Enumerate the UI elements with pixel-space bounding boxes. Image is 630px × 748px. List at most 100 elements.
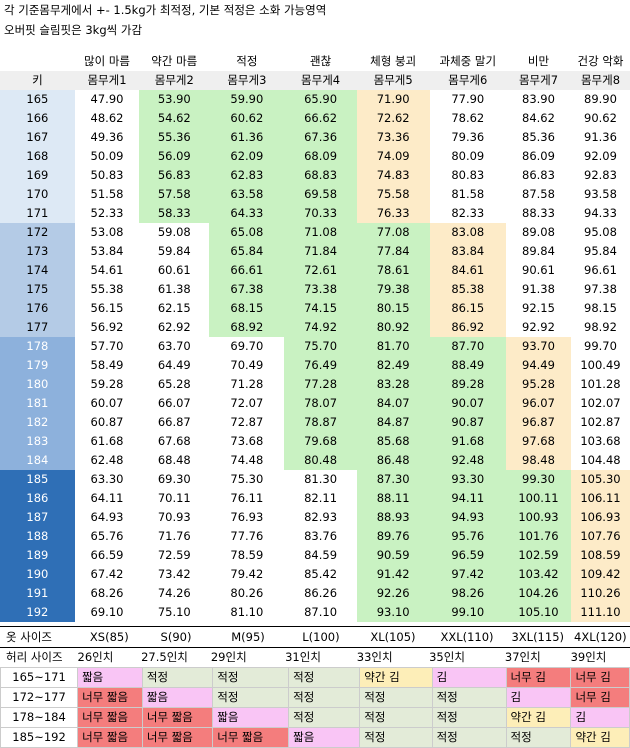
weight-header: 몸무게7 <box>505 71 571 90</box>
weight-cell: 65.76 <box>90 529 124 543</box>
weight-cell: 61.38 <box>157 282 191 296</box>
weight-cell: 73.42 <box>157 567 191 581</box>
weight-cell: 87.58 <box>522 187 555 201</box>
weight-cell: 68.83 <box>284 166 357 185</box>
weight-cell: 65.08 <box>209 223 285 242</box>
weight-cell: 103.68 <box>580 434 621 448</box>
weight-header: 몸무게8 <box>570 71 630 90</box>
table-row: 174 54.61 60.61 66.61 72.61 78.61 84.61 90.61 96… <box>0 261 630 280</box>
fit-cell: 김 <box>431 667 507 688</box>
weight-cell: 67.42 <box>90 567 124 581</box>
height-cell: 167 <box>0 128 75 147</box>
weight-cell: 73.38 <box>284 280 357 299</box>
weight-cell: 80.09 <box>451 149 485 163</box>
weight-cell: 68.92 <box>209 318 285 337</box>
weight-cell: 53.90 <box>139 90 210 109</box>
weight-cell: 55.38 <box>90 282 124 296</box>
fit-cell: 적정 <box>288 667 361 688</box>
weight-cell: 61.36 <box>209 128 285 147</box>
table-row: 181 60.07 66.07 72.07 78.07 84.07 90.07 96.07 10… <box>0 394 630 413</box>
weight-cell: 63.70 <box>157 339 191 353</box>
weight-cell: 67.38 <box>209 280 285 299</box>
clothes-size-cell: 3XL(115) <box>504 626 571 648</box>
weight-cell: 97.42 <box>429 565 506 584</box>
table-row: 182 60.87 66.87 72.87 78.87 84.87 90.87 96.87 10… <box>0 413 630 432</box>
weight-cell: 58.33 <box>139 204 210 223</box>
weight-cell: 106.93 <box>570 508 630 527</box>
height-cell: 190 <box>0 565 75 584</box>
weight-header: 몸무게3 <box>209 71 285 90</box>
weight-cell: 85.68 <box>356 432 430 451</box>
weight-header: 몸무게6 <box>429 71 506 90</box>
weight-cell: 77.84 <box>356 242 430 261</box>
weight-cell: 97.38 <box>584 282 617 296</box>
waist-size-cell: 39인치 <box>570 647 630 667</box>
fit-range-label: 165~171 <box>0 667 79 688</box>
weight-cell: 84.62 <box>522 111 555 125</box>
fit-cell: 김 <box>505 687 572 708</box>
note-line-2: 오버핏 슬림핏은 3kg씩 가감 <box>4 23 143 37</box>
weight-cell: 67.36 <box>284 128 357 147</box>
weight-cell: 80.83 <box>451 168 485 182</box>
weight-cell: 72.61 <box>284 261 357 280</box>
weight-cell: 100.11 <box>505 489 571 508</box>
fit-range-label: 172~177 <box>0 687 79 708</box>
weight-cell: 72.62 <box>356 109 430 128</box>
weight-cell: 79.36 <box>451 130 485 144</box>
weight-cell: 76.11 <box>230 491 264 505</box>
weight-cell: 74.48 <box>230 453 264 467</box>
weight-cell: 101.76 <box>505 527 571 546</box>
weight-cell: 93.70 <box>505 337 571 356</box>
weight-cell: 56.83 <box>139 166 210 185</box>
weight-cell: 90.07 <box>429 394 506 413</box>
key-header: 키 <box>0 71 75 90</box>
weight-cell: 98.48 <box>505 451 571 470</box>
table-row: 173 53.84 59.84 65.84 71.84 77.84 83.84 89.84 95… <box>0 242 630 261</box>
fit-cell: 적정 <box>288 687 361 708</box>
weight-cell: 56.92 <box>90 320 124 334</box>
height-cell: 180 <box>0 375 75 394</box>
weight-cell: 92.26 <box>356 584 430 603</box>
weight-cell: 108.59 <box>570 546 630 565</box>
weight-cell: 90.59 <box>356 546 430 565</box>
fit-cell: 너무 짧음 <box>141 707 214 728</box>
weight-cell: 75.58 <box>356 185 430 204</box>
weight-cell: 89.76 <box>356 527 430 546</box>
weight-cell: 88.33 <box>522 206 555 220</box>
weight-cell: 59.08 <box>157 225 191 239</box>
fit-cell: 너무 김 <box>570 687 630 708</box>
weight-cell: 75.30 <box>230 472 264 486</box>
weight-cell: 66.62 <box>284 109 357 128</box>
weight-cell: 51.58 <box>90 187 124 201</box>
fit-cell: 너무 짧음 <box>77 687 143 708</box>
weight-cell: 47.90 <box>90 92 124 106</box>
weight-cell: 68.15 <box>209 299 285 318</box>
weight-cell: 78.62 <box>451 111 485 125</box>
weight-cell: 76.93 <box>230 510 264 524</box>
weight-cell: 90.62 <box>584 111 617 125</box>
weight-cell: 86.48 <box>356 451 430 470</box>
table-row: 177 56.92 62.92 68.92 74.92 80.92 86.92 92.92 98… <box>0 318 630 337</box>
weight-cell: 73.68 <box>230 434 264 448</box>
weight-cell: 88.49 <box>429 356 506 375</box>
clothes-size-cell: L(100) <box>285 626 357 648</box>
weight-cell: 88.11 <box>356 489 430 508</box>
weight-cell: 67.68 <box>157 434 191 448</box>
weight-cell: 66.87 <box>157 415 191 429</box>
height-cell: 186 <box>0 489 75 508</box>
fit-cell: 너무 짧음 <box>77 727 143 748</box>
clothes-size-cell: XL(105) <box>356 626 430 648</box>
weight-cell: 54.62 <box>139 109 210 128</box>
weight-cell: 80.92 <box>356 318 430 337</box>
fit-cell: 적정 <box>359 707 433 728</box>
height-cell: 184 <box>0 451 75 470</box>
weight-cell: 90.61 <box>522 263 555 277</box>
weight-cell: 102.87 <box>580 415 621 429</box>
weight-cell: 70.93 <box>157 510 191 524</box>
fit-cell: 짧음 <box>141 687 214 708</box>
weight-cell: 94.49 <box>505 356 571 375</box>
waist-size-cell: 37인치 <box>504 647 571 667</box>
weight-cell: 85.38 <box>429 280 506 299</box>
weight-cell: 95.08 <box>584 225 617 239</box>
table-row: 188 65.76 71.76 77.76 83.76 89.76 95.76 101.76 1… <box>0 527 630 546</box>
